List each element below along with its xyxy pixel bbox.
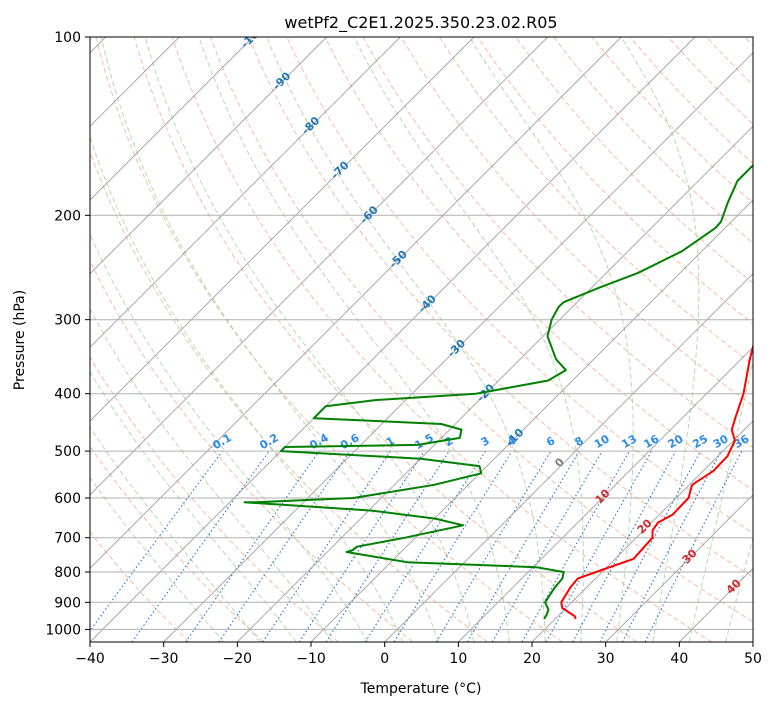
dry-adiabat-line — [477, 37, 753, 325]
temperature-profile-line — [560, 342, 753, 620]
mixing-ratio-line — [185, 450, 320, 642]
plot-frame — [89, 36, 754, 643]
x-axis-ticks: −40 −30 −20 −10 0 10 20 30 40 50 — [75, 642, 762, 667]
moist-adiabat-line — [688, 358, 753, 642]
mixing-ratio-line — [467, 450, 580, 642]
dry-adiabat-line — [90, 259, 414, 642]
moist-adiabat-line — [198, 37, 510, 642]
isotherm-line — [163, 52, 753, 642]
isotherm-line — [90, 37, 696, 642]
moist-adiabat-line — [144, 37, 475, 642]
dry-adiabat-line — [438, 37, 753, 366]
isotherm-line — [457, 346, 753, 642]
y-tick-label: 200 — [54, 208, 81, 224]
dry-adiabat-line — [248, 37, 753, 578]
dry-adiabat-line — [171, 37, 712, 642]
x-tick-label: −40 — [75, 651, 105, 667]
moist-adiabat-line — [90, 426, 261, 642]
isotherm-line — [90, 37, 622, 569]
dry-adiabat-line — [95, 37, 563, 642]
y-tick-label: 600 — [54, 491, 81, 507]
x-tick-label: 40 — [670, 651, 688, 667]
mixing-ratio-line — [131, 450, 270, 642]
mixing-ratio-line — [521, 450, 630, 642]
mixing-ratio-line — [491, 450, 603, 642]
moist-adiabat-line — [620, 37, 700, 642]
isotherm-line — [384, 273, 753, 642]
isotherm-line — [310, 199, 753, 642]
mixing-ratio-line — [393, 450, 513, 642]
y-tick-label: 300 — [54, 313, 81, 329]
x-tick-label: 10 — [449, 651, 467, 667]
moist-adiabat-line — [100, 37, 439, 642]
mixing-ratio-line — [90, 450, 223, 632]
dry-adiabat-line — [591, 37, 753, 204]
y-tick-label: 1000 — [45, 622, 81, 638]
x-axis-label: Temperature (°C) — [360, 681, 482, 697]
pressure-gridlines — [90, 37, 753, 630]
profile-series — [243, 164, 753, 620]
dry-adiabat-line — [553, 37, 753, 244]
dry-adiabat-line — [133, 37, 638, 642]
isotherm-line — [605, 494, 753, 642]
x-tick-label: 20 — [523, 651, 541, 667]
moist-adiabat-line — [90, 476, 225, 642]
dry-adiabat-line — [90, 531, 190, 642]
dry-adiabat-line — [90, 356, 339, 642]
moist-adiabat-line — [725, 536, 753, 642]
x-tick-label: 30 — [597, 651, 615, 667]
isotherm-line — [90, 37, 475, 422]
y-tick-label: 800 — [54, 565, 81, 581]
dry-adiabat-line — [400, 37, 753, 407]
y-tick-label: 900 — [54, 595, 81, 611]
isotherm-line — [531, 420, 753, 642]
moist-adiabat-line — [90, 308, 333, 642]
y-axis-ticks: 100 200 300 400 500 600 700 800 900 1000 — [45, 30, 90, 638]
y-tick-label: 700 — [54, 531, 81, 547]
moist-adiabat-line — [90, 232, 369, 642]
y-axis-label: Pressure (hPa) — [12, 290, 28, 390]
dry-adiabat-line — [324, 37, 753, 491]
isotherm-line — [90, 37, 254, 201]
mixing-ratio-line — [325, 450, 450, 642]
moist-adiabat-line — [90, 135, 404, 642]
y-tick-label: 400 — [54, 387, 81, 403]
dewpoint-profile-line — [243, 164, 753, 620]
isotherm-line — [236, 125, 753, 642]
mixing-ratio-line — [572, 450, 677, 642]
dry-adiabat-line — [210, 37, 753, 623]
y-tick-label: 100 — [54, 30, 81, 46]
background-lines — [90, 37, 753, 642]
moist-adiabat-line — [266, 37, 546, 642]
x-tick-label: −10 — [296, 651, 326, 667]
y-tick-label: 500 — [54, 444, 81, 460]
x-tick-label: 50 — [744, 651, 762, 667]
x-tick-label: −20 — [223, 651, 253, 667]
mixing-ratio-line — [218, 450, 351, 642]
x-tick-label: 0 — [380, 651, 389, 667]
isotherm-line — [90, 37, 401, 348]
x-tick-label: −30 — [149, 651, 179, 667]
moist-adiabat-line — [353, 37, 584, 642]
dry-adiabat-line — [90, 150, 488, 642]
chart-title: wetPf2_C2E1.2025.350.23.02.R05 — [284, 13, 557, 33]
isotherm-line — [90, 37, 328, 275]
isotherm-line — [90, 37, 549, 496]
mixing-ratio-line — [435, 450, 552, 642]
mixing-ratio-line — [364, 450, 486, 642]
dry-adiabat-line — [286, 37, 753, 534]
